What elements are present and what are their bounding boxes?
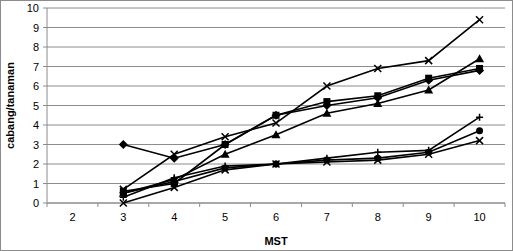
tick-label: 8	[33, 41, 39, 53]
tick	[301, 203, 302, 207]
series-line	[123, 68, 479, 191]
marker	[373, 99, 382, 107]
tick-label: 7	[33, 61, 39, 73]
marker	[476, 127, 483, 134]
tick-label: 5	[33, 100, 39, 112]
tick	[148, 203, 149, 207]
marker	[425, 75, 432, 82]
marker	[323, 159, 330, 166]
marker	[120, 200, 127, 207]
grid-line	[47, 105, 505, 106]
series-line	[123, 141, 479, 203]
series-line	[123, 70, 479, 158]
marker	[424, 85, 433, 93]
tick-label: 1	[33, 178, 39, 190]
tick	[250, 203, 251, 207]
marker	[273, 112, 280, 119]
marker	[374, 65, 381, 72]
tick	[352, 203, 353, 207]
marker	[272, 130, 281, 138]
marker	[425, 151, 432, 158]
y-axis	[47, 8, 48, 203]
marker	[374, 157, 381, 164]
tick-label: 5	[222, 211, 228, 223]
tick	[199, 203, 200, 207]
marker	[222, 166, 229, 173]
tick	[43, 105, 47, 106]
tick	[43, 8, 47, 9]
tick-label: 9	[33, 22, 39, 34]
series-line	[123, 117, 479, 197]
marker	[119, 140, 128, 149]
marker	[222, 141, 229, 148]
tick-label: 10	[27, 2, 39, 14]
tick	[43, 47, 47, 48]
tick-label: 2	[33, 158, 39, 170]
marker	[323, 98, 330, 105]
tick	[454, 203, 455, 207]
tick	[43, 203, 47, 204]
grid-line	[47, 66, 505, 67]
tick-label: 4	[33, 119, 39, 131]
tick-label: 2	[69, 211, 75, 223]
marker	[475, 54, 484, 62]
tick-label: 7	[324, 211, 330, 223]
tick	[43, 66, 47, 67]
tick-label: 8	[375, 211, 381, 223]
marker	[323, 83, 330, 90]
grid-line	[47, 47, 505, 48]
tick	[43, 125, 47, 126]
series-line	[123, 59, 479, 194]
marker	[475, 66, 484, 75]
x-axis-title: MST	[264, 235, 288, 247]
tick	[43, 183, 47, 184]
tick	[43, 27, 47, 28]
marker	[272, 111, 281, 120]
tick-label: 3	[33, 139, 39, 151]
x-axis	[47, 203, 505, 204]
marker	[222, 133, 229, 140]
tick-label: 6	[33, 80, 39, 92]
marker	[221, 140, 230, 149]
tick-label: 6	[273, 211, 279, 223]
tick	[43, 86, 47, 87]
grid-line	[47, 27, 505, 28]
marker	[425, 57, 432, 64]
tick-label: 4	[171, 211, 177, 223]
grid-line	[47, 8, 505, 9]
marker	[476, 114, 483, 121]
tick	[43, 164, 47, 165]
grid-line	[47, 125, 505, 126]
marker	[120, 190, 127, 197]
marker	[221, 150, 230, 158]
marker	[476, 65, 483, 72]
series-line	[123, 131, 479, 193]
tick	[43, 144, 47, 145]
chart: 0 1 2 3 4 5 6 7 8 9 10 2 3 4 5 6 7 8 9 10 MST cabang/tanaman	[0, 0, 513, 251]
marker	[476, 16, 483, 23]
tick	[505, 203, 506, 207]
marker	[171, 151, 178, 158]
tick	[97, 203, 98, 207]
tick-label: 0	[33, 197, 39, 209]
series-line	[123, 20, 479, 190]
tick-label: 9	[426, 211, 432, 223]
grid-line	[47, 183, 505, 184]
y-axis-title: cabang/tanaman	[4, 62, 16, 149]
marker	[171, 184, 178, 191]
chart-border	[1, 1, 513, 251]
grid-line	[47, 203, 505, 204]
tick	[47, 203, 48, 207]
tick-label: 10	[473, 211, 485, 223]
marker	[273, 120, 280, 127]
marker	[273, 161, 280, 168]
plot-area	[119, 16, 484, 206]
marker	[322, 109, 331, 117]
tick	[403, 203, 404, 207]
marker	[424, 76, 433, 85]
tick-label: 3	[120, 211, 126, 223]
marker	[374, 92, 381, 99]
marker	[476, 137, 483, 144]
